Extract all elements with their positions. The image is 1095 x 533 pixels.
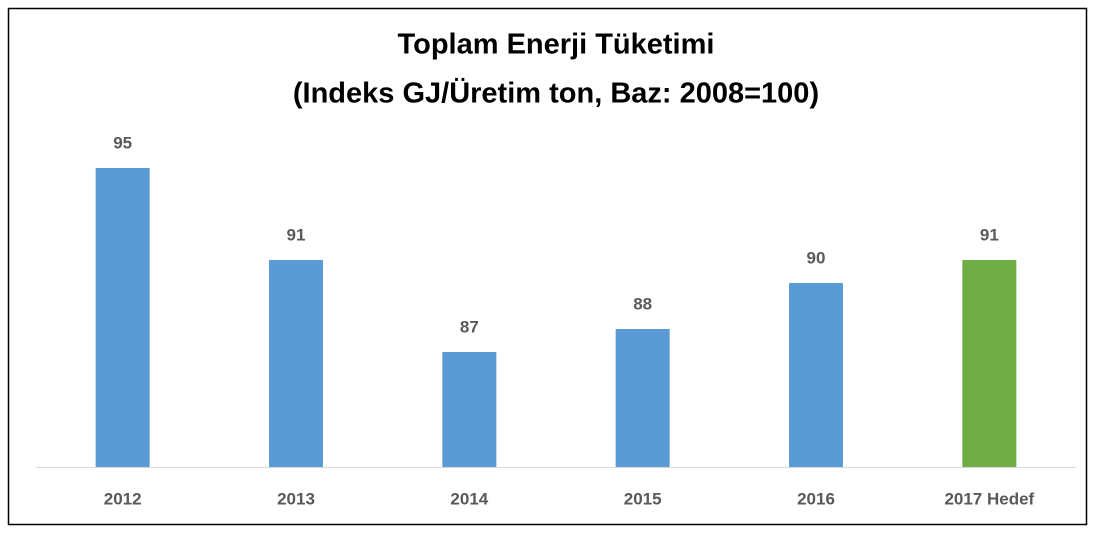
x-tick-label: 2012 bbox=[104, 489, 142, 508]
data-label: 95 bbox=[113, 133, 132, 152]
x-tick-label: 2015 bbox=[624, 489, 662, 508]
x-tick-label: 2017 Hedef bbox=[944, 489, 1034, 508]
data-label: 91 bbox=[287, 225, 306, 244]
bar bbox=[95, 168, 150, 467]
data-label: 87 bbox=[460, 317, 479, 336]
x-tick-label: 2016 bbox=[797, 489, 835, 508]
data-label: 88 bbox=[633, 294, 652, 313]
x-tick-label: 2013 bbox=[277, 489, 315, 508]
bar bbox=[615, 329, 670, 467]
bar bbox=[789, 283, 843, 467]
bar bbox=[269, 260, 323, 467]
chart-subtitle: (Indeks GJ/Üretim ton, Baz: 2008=100) bbox=[293, 77, 819, 110]
bar bbox=[962, 260, 1017, 467]
data-label: 90 bbox=[807, 248, 826, 267]
chart-title: Toplam Enerji Tüketimi bbox=[398, 29, 715, 61]
x-tick-label: 2014 bbox=[450, 489, 488, 508]
bar bbox=[442, 352, 497, 467]
data-label: 91 bbox=[980, 225, 999, 244]
chart-frame bbox=[7, 7, 1088, 526]
